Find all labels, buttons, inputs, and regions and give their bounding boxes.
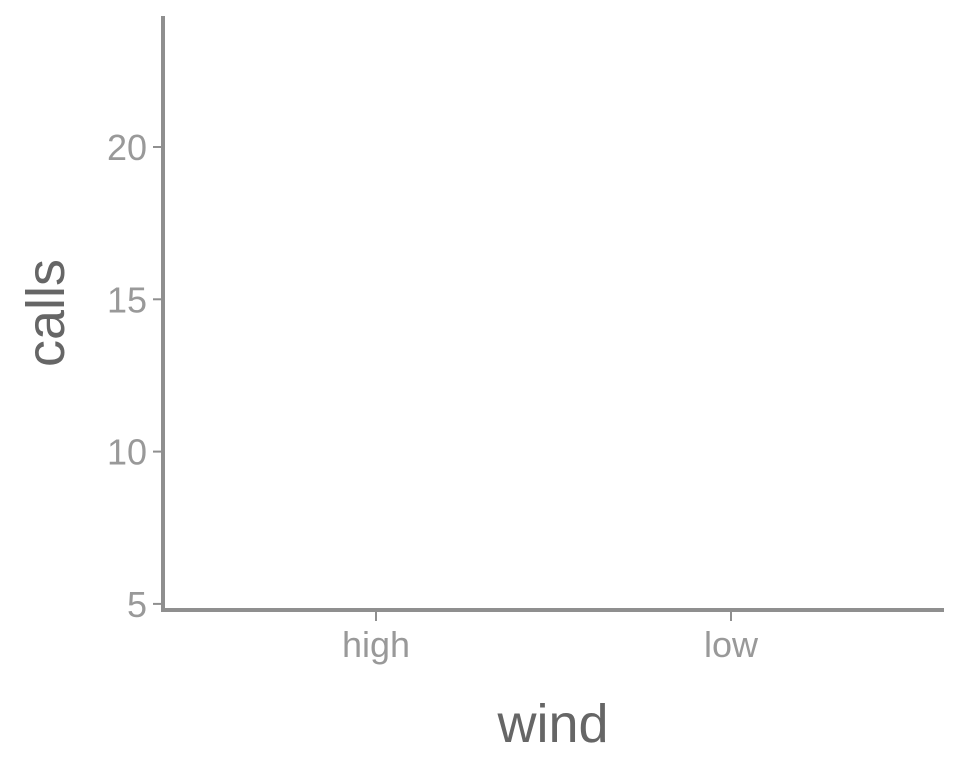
y-tick-label: 5 (127, 584, 147, 625)
y-tick-label: 10 (107, 432, 147, 473)
y-tick-label: 20 (107, 127, 147, 168)
y-tick-label: 15 (107, 279, 147, 320)
x-tick-label: low (704, 624, 759, 665)
x-axis-ticks: high low (342, 612, 759, 665)
y-axis-title: calls (16, 259, 76, 367)
y-axis-ticks: 5 10 15 20 (107, 127, 162, 625)
x-axis-title: wind (496, 694, 608, 754)
x-tick-label: high (342, 624, 410, 665)
